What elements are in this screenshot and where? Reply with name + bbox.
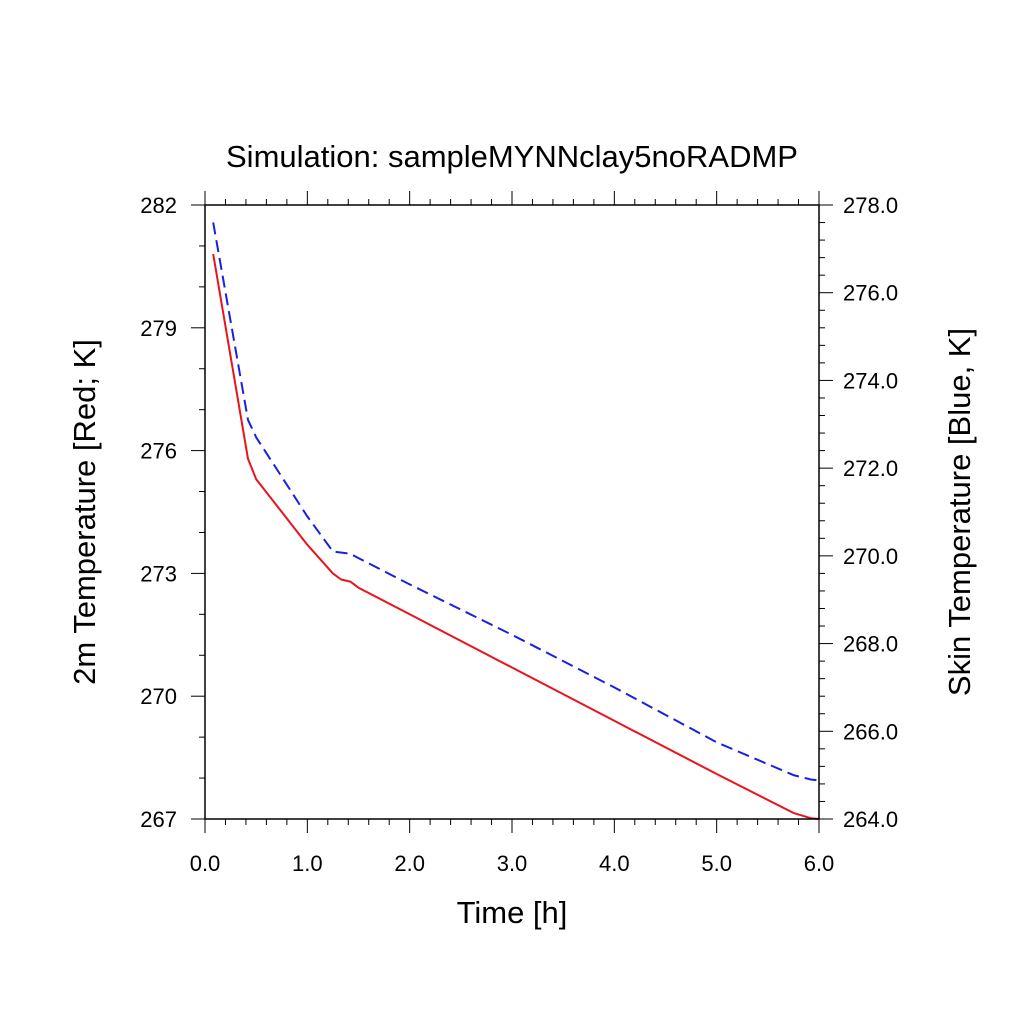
y-right-tick-label: 266.0 — [843, 719, 898, 744]
y-right-tick-label: 276.0 — [843, 281, 898, 306]
plot-frame — [204, 204, 820, 820]
series-lines — [212, 222, 820, 820]
y-axis-left-title: 2m Temperature [Red; K] — [67, 339, 102, 685]
y-left-tick-label: 276 — [140, 439, 177, 464]
y-right-tick-label: 264.0 — [843, 807, 898, 832]
y-left-tick-label: 279 — [140, 316, 177, 341]
x-tick-label: 1.0 — [292, 851, 323, 876]
y-axis-right-title: Skin Temperature [Blue, K] — [942, 328, 977, 696]
tick-marks — [191, 191, 833, 833]
y-right-tick-label: 274.0 — [843, 368, 898, 393]
y-right-tick-label: 278.0 — [843, 193, 898, 218]
air-temperature-2m-line — [212, 253, 820, 820]
y-right-tick-label: 268.0 — [843, 632, 898, 657]
x-tick-label: 4.0 — [599, 851, 630, 876]
y-right-tick-label: 270.0 — [843, 544, 898, 569]
skin-temperature-line — [212, 222, 820, 782]
y-left-tick-label: 267 — [140, 807, 177, 832]
x-tick-label: 2.0 — [394, 851, 425, 876]
y-right-tick-label: 272.0 — [843, 456, 898, 481]
y-left-tick-label: 270 — [140, 684, 177, 709]
x-tick-label: 5.0 — [701, 851, 732, 876]
y-left-tick-label: 282 — [140, 193, 177, 218]
y-left-tick-label: 273 — [140, 561, 177, 586]
tick-labels: 0.0 1.0 2.0 3.0 4.0 5.0 6.0 267 270 273 276 279 282 2… — [140, 193, 898, 876]
x-tick-label: 0.0 — [190, 851, 221, 876]
chart-title: Simulation: sampleMYNNclay5noRADMP — [226, 139, 798, 174]
x-tick-label: 3.0 — [497, 851, 528, 876]
x-axis-title: Time [h] — [457, 895, 568, 930]
x-tick-label: 6.0 — [804, 851, 835, 876]
